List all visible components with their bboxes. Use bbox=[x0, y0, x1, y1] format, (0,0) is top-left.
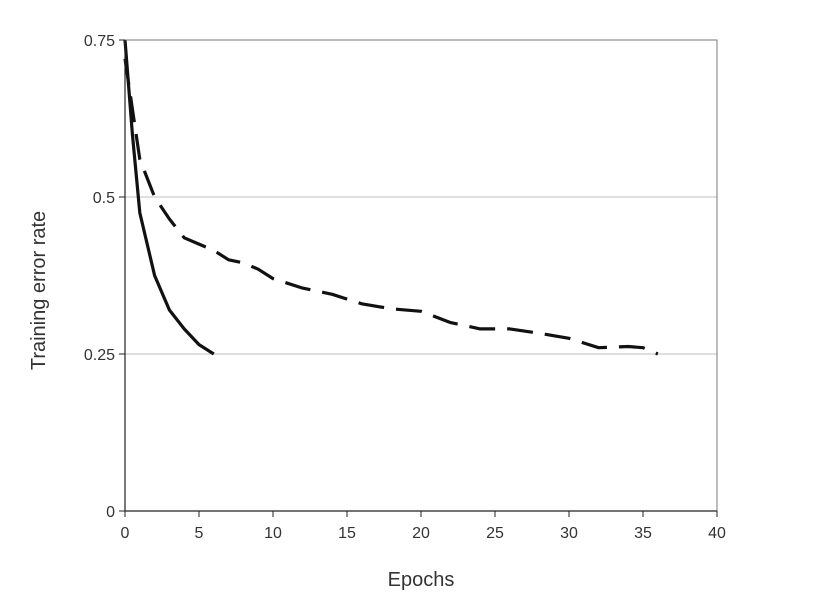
x-tick-label: 20 bbox=[412, 525, 430, 542]
series-layer bbox=[123, 39, 659, 356]
solid-series-line bbox=[123, 39, 215, 356]
plot-frame bbox=[124, 39, 718, 512]
x-tick-label: 40 bbox=[708, 525, 726, 542]
y-tick-label: 0.5 bbox=[93, 190, 115, 207]
x-axis-label: Epochs bbox=[388, 569, 455, 591]
axes-layer: 0 5 10 15 20 25 30 35 40 0 0.25 0.5 0.75 bbox=[84, 33, 726, 542]
dashed-series-line bbox=[123, 58, 659, 356]
x-tick-label: 5 bbox=[195, 525, 204, 542]
x-tick-label: 35 bbox=[634, 525, 652, 542]
y-tick-label: 0.25 bbox=[84, 347, 115, 364]
y-tick-label: 0.75 bbox=[84, 33, 115, 50]
grid-layer bbox=[125, 196, 717, 355]
y-tick-label: 0 bbox=[106, 504, 115, 521]
x-tick-label: 30 bbox=[560, 525, 578, 542]
x-tick-label: 0 bbox=[121, 525, 130, 542]
y-axis-label: Training error rate bbox=[28, 211, 50, 370]
x-tick-label: 25 bbox=[486, 525, 504, 542]
x-tick-label: 10 bbox=[264, 525, 282, 542]
x-tick-label: 15 bbox=[338, 525, 356, 542]
labels-layer: Epochs Training error rate bbox=[28, 211, 454, 591]
